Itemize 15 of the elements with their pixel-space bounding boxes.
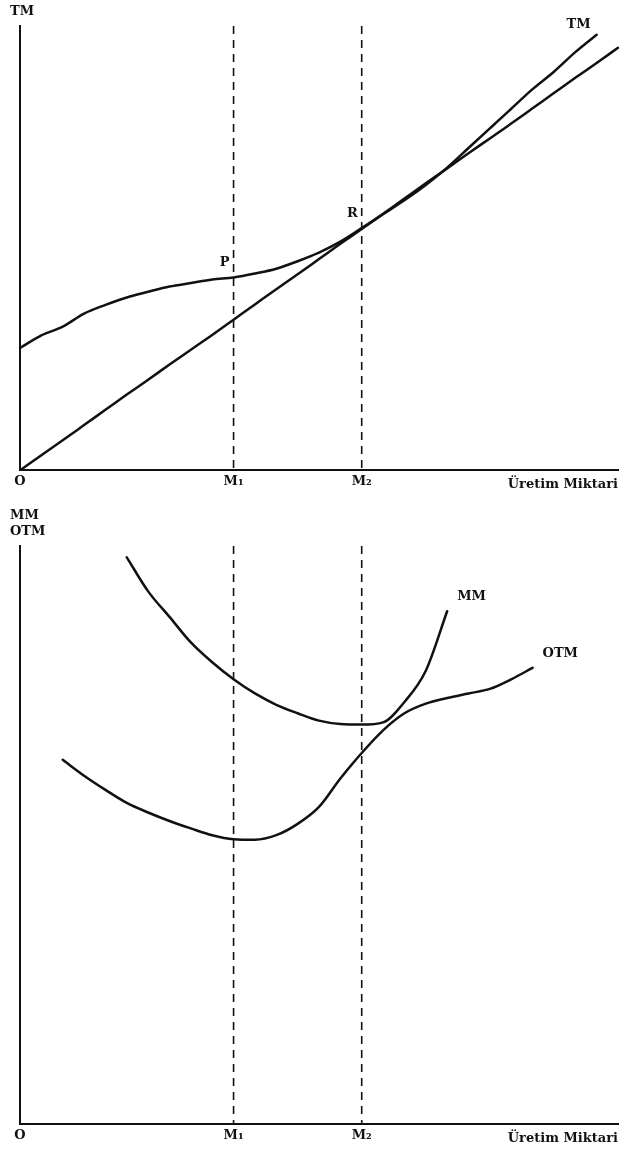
x-axis-title: Üretim Miktari — [507, 1129, 619, 1146]
x-tick-label: M₂ — [351, 472, 372, 488]
x-axis-title: Üretim Miktari — [507, 475, 619, 492]
series-label: TM — [566, 15, 591, 31]
y-axis-title: TM — [10, 2, 35, 18]
x-tick-label: O — [14, 1126, 26, 1142]
x-tick-label: M₂ — [351, 1126, 372, 1142]
annotation: P — [219, 254, 230, 270]
y-axis-title: MM OTM — [10, 506, 46, 538]
series-label: MM — [457, 588, 486, 604]
x-tick-label: M₁ — [223, 472, 244, 488]
annotation: R — [346, 205, 358, 221]
x-tick-label: O — [14, 472, 26, 488]
x-tick-label: M₁ — [223, 1126, 244, 1142]
series-label: OTM — [542, 644, 578, 660]
